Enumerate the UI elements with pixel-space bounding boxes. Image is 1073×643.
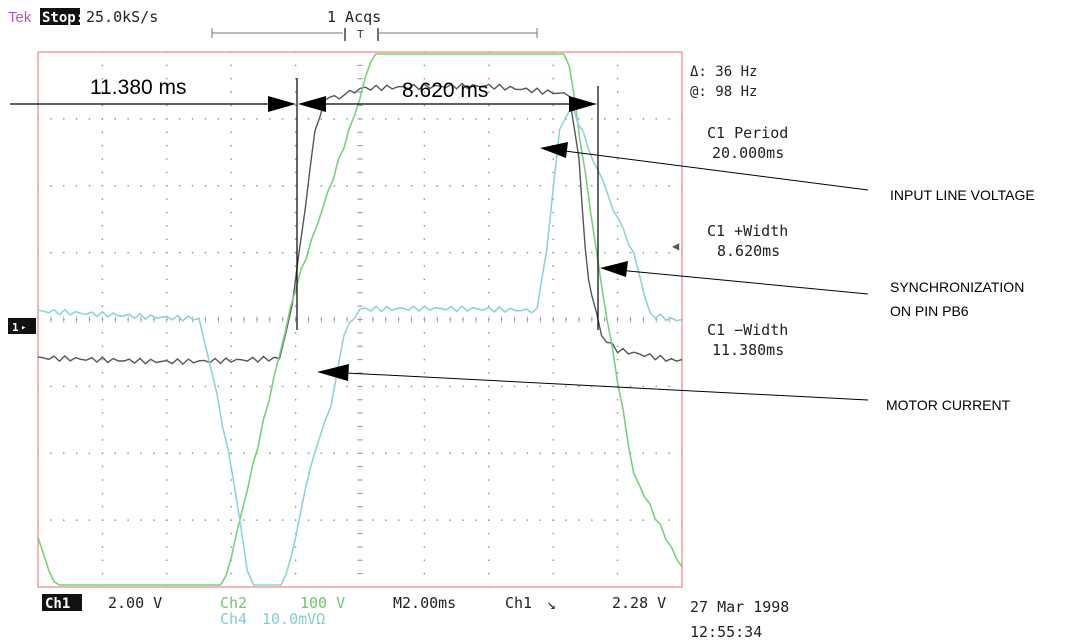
neg-width-value: 11.380ms xyxy=(712,341,784,359)
state-label: Stop: xyxy=(42,10,84,26)
svg-text:1: 1 xyxy=(12,321,19,334)
label-synchronization: SYNCHRONIZATION xyxy=(890,279,1024,295)
label-motor-current: MOTOR CURRENT xyxy=(886,397,1011,413)
label-input-line-voltage: INPUT LINE VOLTAGE xyxy=(890,187,1035,203)
ch4-label: Ch4 xyxy=(220,610,247,628)
capture-date: 27 Mar 1998 xyxy=(690,598,789,616)
arrow-synchronization xyxy=(600,261,628,277)
svg-text:▸: ▸ xyxy=(21,323,26,333)
callout-arrows xyxy=(317,142,869,401)
ch4-trace xyxy=(37,103,683,586)
ch1-scale: 2.00 V xyxy=(108,594,162,612)
ch1-label: Ch1 xyxy=(45,596,70,612)
dimension-lines: 11.380 ms 8.620 ms xyxy=(10,76,599,330)
ch1-badge xyxy=(42,594,82,611)
trigger-source: Ch1 xyxy=(505,594,532,612)
acquisition-count: 1 Acqs xyxy=(327,8,381,26)
arrow-input-line-voltage xyxy=(540,142,568,158)
high-interval-label: 8.620 ms xyxy=(402,79,488,102)
measurement-panel: Δ: 36 Hz @: 98 Hz C1 Period 20.000ms C1 … xyxy=(690,64,788,359)
period-value: 20.000ms xyxy=(712,144,784,162)
ch2-label: Ch2 xyxy=(220,594,247,612)
graticule xyxy=(37,51,683,588)
arrow-motor-current xyxy=(317,364,349,381)
ch1-ground-marker: 1 ▸ xyxy=(8,318,36,334)
ch4-scale: 10.0mVΩ xyxy=(262,610,325,628)
neg-width-label: C1 −Width xyxy=(707,321,788,339)
record-view-indicator: T xyxy=(211,27,538,41)
status-footer: Ch1 2.00 V Ch2 100 V Ch4 10.0mVΩ M2.00ms… xyxy=(42,594,789,641)
stop-badge xyxy=(40,8,80,25)
label-on-pin-pb6: ON PIN PB6 xyxy=(890,303,969,319)
falling-edge-icon: ↘ xyxy=(547,595,556,613)
pos-width-label: C1 +Width xyxy=(707,222,788,240)
period-label: C1 Period xyxy=(707,124,788,142)
capture-time: 12:55:34 xyxy=(690,623,762,641)
sample-rate: 25.0kS/s xyxy=(86,8,158,26)
arrowhead-low-right xyxy=(268,96,296,112)
trigger-level: 2.28 V xyxy=(612,594,666,612)
low-interval-label: 11.380 ms xyxy=(90,76,187,99)
trigger-level-arrow: ◀ xyxy=(672,239,680,253)
arrowhead-high-right xyxy=(569,96,597,112)
delta-frequency: Δ: 36 Hz xyxy=(690,64,757,80)
at-frequency: @: 98 Hz xyxy=(690,84,757,100)
pos-width-value: 8.620ms xyxy=(717,242,780,260)
ch1-trace xyxy=(37,82,683,366)
arrowhead-high-left xyxy=(298,96,326,112)
waveform-traces xyxy=(37,53,683,586)
brand-label: Tek xyxy=(8,9,32,26)
ch2-scale: 100 V xyxy=(300,594,345,612)
timebase: M2.00ms xyxy=(393,594,456,612)
ch2-trace xyxy=(37,53,683,586)
trigger-marker: T xyxy=(357,28,364,41)
